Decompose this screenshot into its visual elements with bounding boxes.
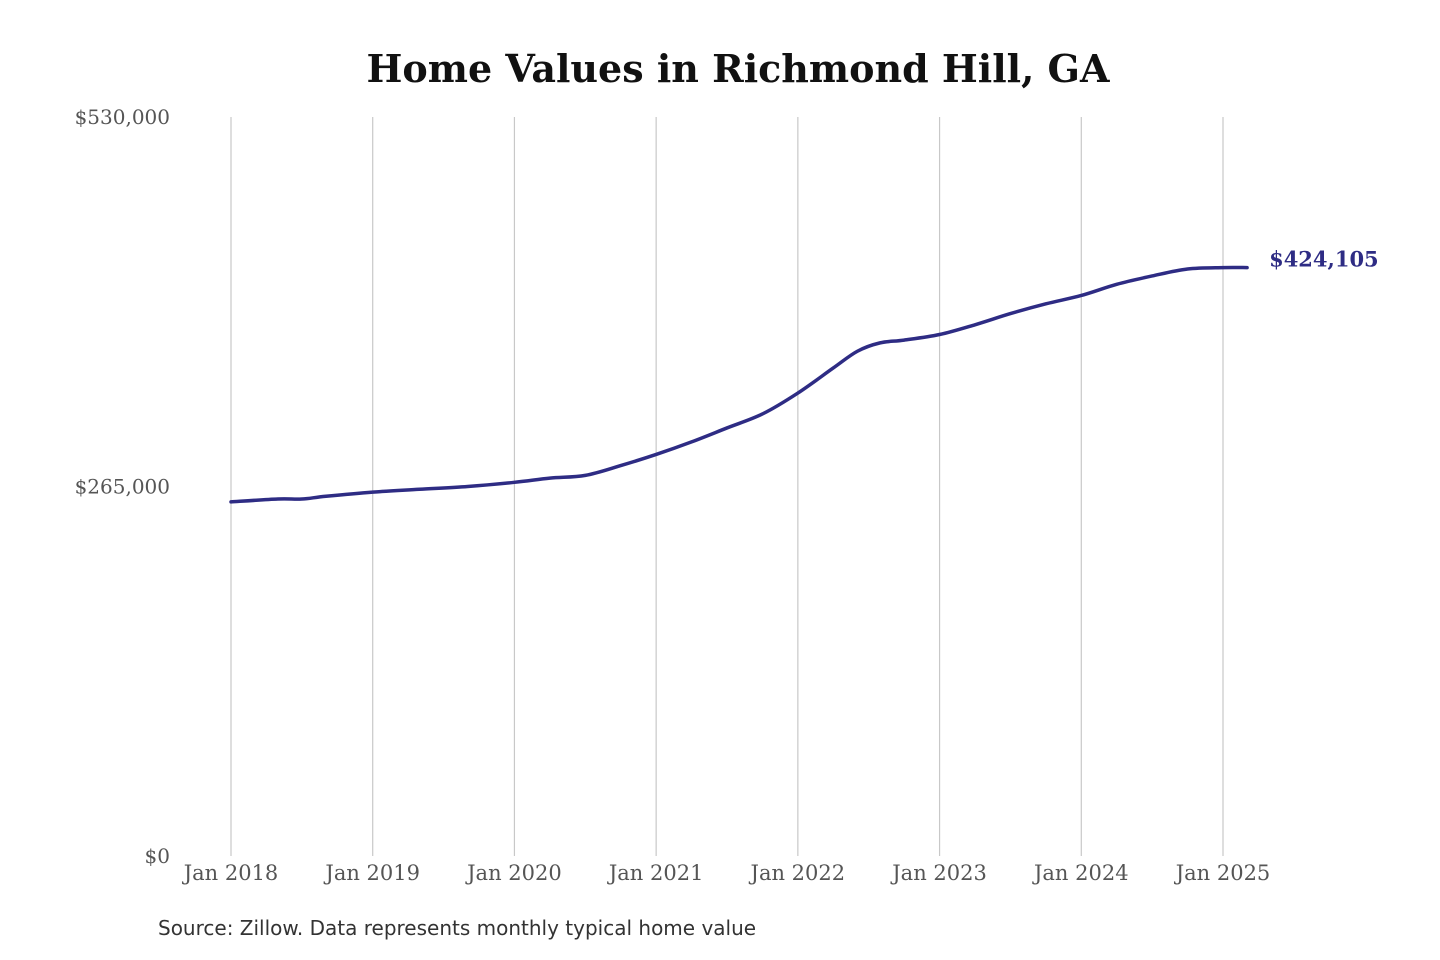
x-tick-label: Jan 2024 [1032, 861, 1129, 885]
source-note: Source: Zillow. Data represents monthly … [158, 916, 757, 940]
y-tick-label: $265,000 [75, 475, 170, 499]
series-layer: $424,105 [229, 247, 1379, 504]
chart-title: Home Values in Richmond Hill, GA [366, 46, 1110, 91]
x-axis-ticks: Jan 2018 Jan 2019 Jan 2020 Jan 2021 Jan 2022… [182, 861, 1271, 885]
x-tick-label: Jan 2019 [323, 861, 420, 885]
series-line-0 [229, 265, 1249, 504]
x-tick-label: Jan 2018 [182, 861, 279, 885]
end-value-label: $424,105 [1269, 247, 1379, 272]
x-tick-label: Jan 2021 [607, 861, 704, 885]
x-tick-label: Jan 2020 [465, 861, 562, 885]
y-tick-label: $530,000 [75, 105, 170, 129]
x-tick-label: Jan 2023 [890, 861, 987, 885]
y-tick-label: $0 [145, 844, 170, 868]
grid-lines [230, 117, 1224, 856]
y-axis-ticks: $0 $265,000 $530,000 [75, 105, 170, 868]
x-tick-label: Jan 2025 [1174, 861, 1271, 885]
x-tick-label: Jan 2022 [749, 861, 846, 885]
